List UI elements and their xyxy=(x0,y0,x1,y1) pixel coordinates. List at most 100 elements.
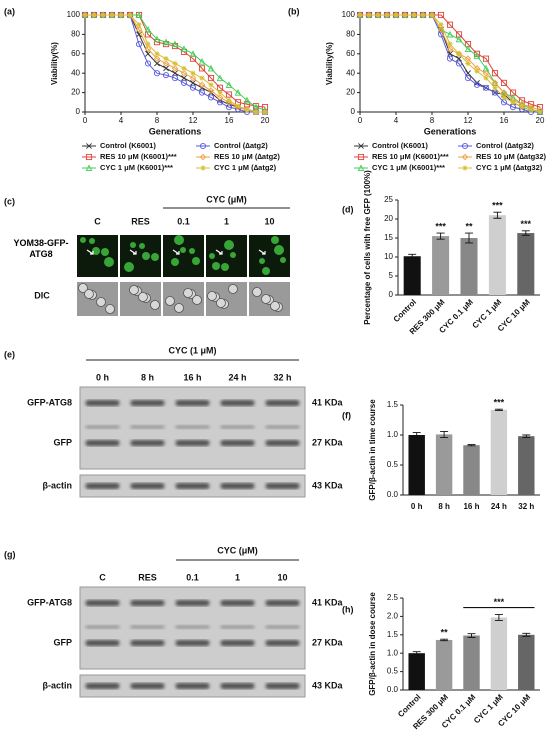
marker xyxy=(199,153,207,161)
significance-label: *** xyxy=(492,201,503,211)
lane-label: 32 h xyxy=(273,372,291,382)
dic-cell xyxy=(105,304,115,314)
bar xyxy=(518,436,535,495)
marker xyxy=(357,153,365,161)
marker xyxy=(447,41,453,47)
marker xyxy=(154,51,160,57)
bar xyxy=(463,635,480,690)
arrow xyxy=(172,249,180,255)
marker xyxy=(127,12,133,18)
marker xyxy=(216,74,224,82)
arrow xyxy=(215,249,223,255)
marker xyxy=(172,70,178,77)
bar xyxy=(490,409,508,495)
marker xyxy=(153,35,161,43)
significance-label: ** xyxy=(441,628,449,638)
marker xyxy=(85,153,93,161)
lane-label: 1 xyxy=(235,572,240,582)
bar xyxy=(408,435,425,495)
y-axis-label: Percentage of cells with free GFP (100%) xyxy=(363,170,372,325)
x-axis-label: Generations xyxy=(149,126,202,136)
y-tick-label: 2.0 xyxy=(387,612,399,621)
marker xyxy=(180,79,188,86)
row-label: GFP-ATG8 xyxy=(27,397,72,407)
marker xyxy=(491,70,499,77)
marker xyxy=(181,75,187,81)
y-tick-label: 0 xyxy=(389,290,394,299)
arrow xyxy=(258,249,266,255)
marker xyxy=(153,70,161,77)
bar xyxy=(488,215,506,295)
band xyxy=(220,425,255,429)
dic-cell xyxy=(96,297,106,307)
y-axis-label: Viability(%) xyxy=(50,42,59,85)
legend-label: Control (K6001) xyxy=(372,141,428,150)
band xyxy=(85,640,120,646)
bar xyxy=(403,256,421,295)
arrow xyxy=(86,249,94,255)
x-tick-label: 12 xyxy=(464,116,473,125)
marker xyxy=(154,60,160,67)
marker xyxy=(518,97,526,104)
panel-label: (a) xyxy=(4,6,15,16)
size-label: 41 KDa xyxy=(312,397,344,407)
bar xyxy=(432,236,450,295)
band xyxy=(175,600,210,606)
marker xyxy=(207,87,215,94)
marker xyxy=(190,70,196,76)
marker xyxy=(358,143,364,149)
bar xyxy=(490,617,508,690)
panel-label: (f) xyxy=(342,410,351,420)
marker xyxy=(483,75,489,81)
band xyxy=(265,440,300,446)
marker xyxy=(225,91,233,98)
panel-label: (b) xyxy=(288,6,300,16)
marker xyxy=(357,12,363,18)
y-tick-label: 80 xyxy=(71,30,80,39)
marker xyxy=(171,65,179,72)
marker xyxy=(198,57,206,65)
cell xyxy=(92,247,100,255)
lane-label: 10 xyxy=(264,216,274,226)
band xyxy=(85,425,120,429)
dic-cell xyxy=(252,287,262,297)
error-bar xyxy=(412,651,421,656)
marker xyxy=(492,85,498,91)
marker xyxy=(411,12,417,18)
lane-label: 1 xyxy=(224,216,229,226)
significance-label: ** xyxy=(465,221,473,231)
x-tick-label: 16 xyxy=(500,116,509,125)
significance-label: *** xyxy=(435,221,446,231)
error-bar xyxy=(465,232,473,244)
panel-label: (h) xyxy=(342,604,354,614)
marker xyxy=(162,60,170,67)
x-tick-label: 16 h xyxy=(463,502,479,511)
bar xyxy=(435,639,453,690)
dic-cell xyxy=(228,284,238,294)
marker xyxy=(393,12,399,18)
x-tick-label: Control xyxy=(392,298,418,324)
marker xyxy=(208,89,214,96)
cell xyxy=(151,253,159,261)
band xyxy=(220,440,255,446)
marker xyxy=(172,60,178,67)
marker xyxy=(144,45,152,53)
marker xyxy=(473,81,481,88)
marker xyxy=(162,72,170,79)
band xyxy=(265,640,300,646)
y-tick-label: 1.5 xyxy=(387,630,399,639)
y-tick-label: 20 xyxy=(71,88,80,97)
dic-cell xyxy=(138,292,148,302)
bar xyxy=(460,238,478,295)
size-label: 43 KDa xyxy=(312,480,344,490)
bar xyxy=(518,634,535,690)
lane-label: 0 h xyxy=(96,372,109,382)
marker xyxy=(437,11,445,19)
y-tick-label: 60 xyxy=(71,49,80,58)
cell xyxy=(192,257,200,265)
x-tick-label: 32 h xyxy=(518,502,534,511)
error-bar xyxy=(467,444,476,447)
cell xyxy=(271,236,279,244)
dic-cell xyxy=(261,294,271,304)
marker xyxy=(217,90,223,96)
